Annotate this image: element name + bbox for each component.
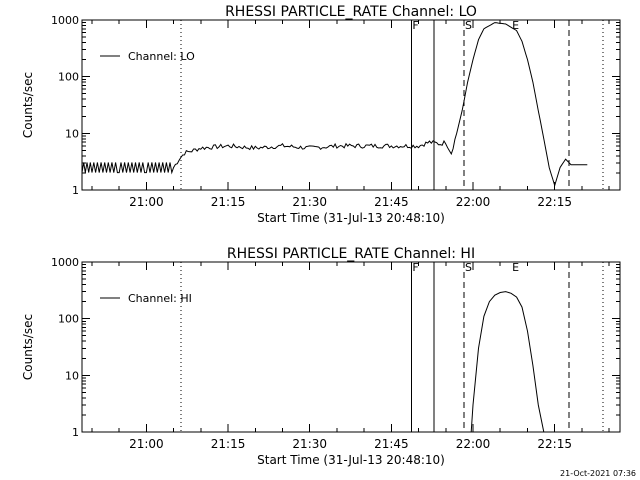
y-tick-label: 10 [65,127,79,140]
x-tick-label: 21:00 [129,437,164,451]
y-tick-label: 1000 [51,256,79,269]
x-tick-label: 22:15 [537,195,572,209]
y-axis-label: Counts/sec [21,72,35,138]
x-tick-label: 21:45 [374,195,409,209]
y-tick-label: 100 [58,313,79,326]
y-tick-label: 1000 [51,14,79,27]
plot-frame [81,19,621,191]
series-line [81,22,588,188]
event-marker-label: F [412,261,418,274]
event-marker-label: S [465,19,472,32]
y-tick-label: 10 [65,369,79,382]
chart-title: RHESSI PARTICLE_RATE Channel: LO [225,4,477,20]
event-marker-label: S [465,261,472,274]
event-marker-label: E [512,261,519,274]
series-line [470,291,545,433]
y-tick-label: 1 [72,426,79,439]
legend-label: Channel: LO [128,50,195,63]
footer-timestamp: 21-Oct-2021 07:36 [560,469,636,478]
x-tick-label: 21:00 [129,195,164,209]
chart-panel-0: RHESSI PARTICLE_RATE Channel: LO Counts/s… [21,4,621,225]
y-tick-label: 1 [72,184,79,197]
x-tick-label: 21:15 [211,437,246,451]
x-tick-label: 22:00 [456,437,491,451]
event-marker-label: F [412,19,418,32]
x-tick-label: 21:15 [211,195,246,209]
event-marker-label: E [512,19,519,32]
y-axis-label: Counts/sec [21,314,35,380]
x-tick-label: 21:45 [374,437,409,451]
legend-label: Channel: HI [128,292,192,305]
x-axis-label: Start Time (31-Jul-13 20:48:10) [257,211,445,225]
x-tick-label: 22:00 [456,195,491,209]
x-tick-label: 22:15 [537,437,572,451]
chart-title: RHESSI PARTICLE_RATE Channel: HI [227,246,475,262]
plot-frame [81,261,621,433]
y-tick-label: 100 [58,71,79,84]
x-tick-label: 21:30 [292,195,327,209]
x-tick-label: 21:30 [292,437,327,451]
chart-panel-1: RHESSI PARTICLE_RATE Channel: HI Counts/s… [21,246,621,467]
x-axis-label: Start Time (31-Jul-13 20:48:10) [257,453,445,467]
